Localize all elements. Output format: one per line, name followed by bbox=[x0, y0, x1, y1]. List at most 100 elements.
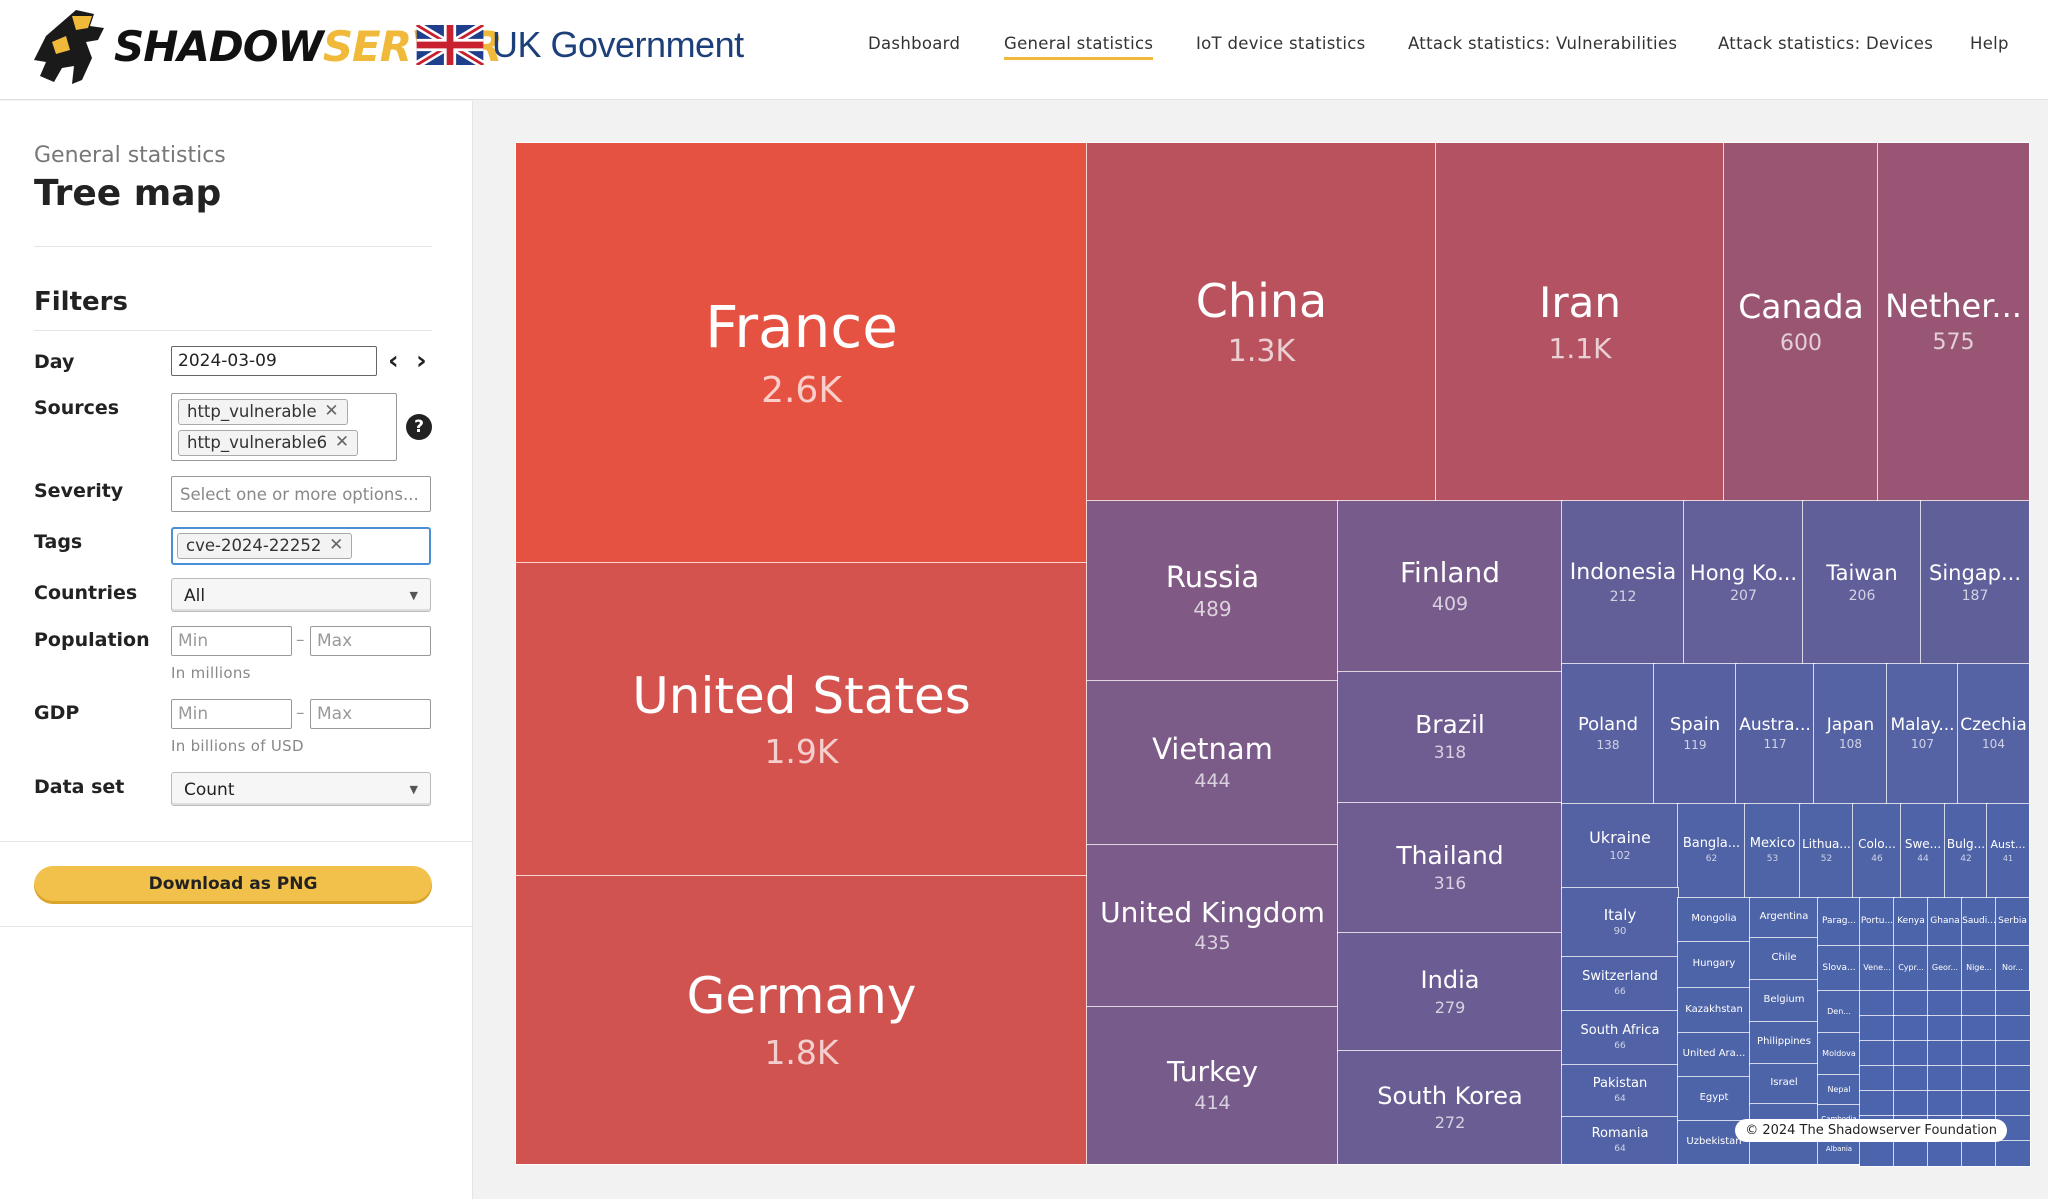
treemap-tile[interactable]: Czechia 104 bbox=[1957, 663, 2030, 805]
treemap-tile-small[interactable] bbox=[1893, 1065, 1929, 1092]
treemap-tile[interactable]: South Africa 66 bbox=[1561, 1010, 1679, 1066]
gdp-min-input[interactable]: Min bbox=[171, 699, 292, 729]
nav-help[interactable]: Help bbox=[1970, 34, 2009, 53]
download-png-button[interactable]: Download as PNG bbox=[34, 866, 432, 904]
nav-attack-devices[interactable]: Attack statistics: Devices bbox=[1718, 34, 1934, 53]
severity-select[interactable]: Select one or more options... bbox=[171, 476, 431, 512]
treemap-tile-small[interactable] bbox=[1927, 1140, 1963, 1167]
treemap-tile[interactable]: Portu... bbox=[1859, 897, 1895, 947]
treemap-tile[interactable]: Mexico 53 bbox=[1744, 803, 1801, 899]
treemap-tile[interactable]: Switzerland 66 bbox=[1561, 956, 1679, 1012]
gdp-max-input[interactable]: Max bbox=[310, 699, 431, 729]
treemap-tile[interactable]: Egypt bbox=[1677, 1076, 1751, 1122]
treemap-tile-small[interactable] bbox=[1893, 990, 1929, 1017]
remove-chip-icon[interactable]: ✕ bbox=[324, 401, 339, 421]
treemap-tile-small[interactable] bbox=[1859, 1090, 1895, 1117]
treemap-tile-small[interactable] bbox=[1961, 990, 1997, 1017]
treemap-tile-small[interactable] bbox=[1995, 1015, 2031, 1042]
treemap-tile[interactable]: Ukraine 102 bbox=[1561, 803, 1679, 889]
treemap-tile[interactable]: Geor... bbox=[1927, 945, 1963, 992]
treemap-tile[interactable]: Argentina bbox=[1749, 897, 1819, 939]
treemap-tile[interactable]: United Ara... bbox=[1677, 1032, 1751, 1078]
treemap-tile[interactable]: Malay... 107 bbox=[1886, 663, 1959, 805]
treemap-tile-small[interactable] bbox=[1961, 1140, 1997, 1167]
treemap-tile[interactable]: Israel bbox=[1749, 1063, 1819, 1105]
treemap-tile-small[interactable] bbox=[1995, 1065, 2031, 1092]
treemap-tile[interactable]: United States 1.9K bbox=[515, 562, 1088, 877]
treemap-tile[interactable]: Belgium bbox=[1749, 979, 1819, 1023]
treemap-tile[interactable]: Kenya bbox=[1893, 897, 1929, 947]
treemap-tile[interactable]: Vietnam 444 bbox=[1086, 680, 1339, 846]
treemap-tile[interactable]: Moldova bbox=[1817, 1032, 1861, 1076]
treemap-tile[interactable]: Philippines bbox=[1749, 1021, 1819, 1065]
treemap-tile[interactable]: Aust... 41 bbox=[1986, 803, 2030, 899]
help-icon[interactable]: ? bbox=[406, 414, 432, 440]
day-date-input[interactable]: 2024-03-09 bbox=[171, 346, 377, 376]
treemap-tile-small[interactable] bbox=[1893, 1140, 1929, 1167]
treemap-tile[interactable]: Iran 1.1K bbox=[1435, 142, 1725, 502]
treemap-tile-small[interactable] bbox=[1927, 1090, 1963, 1117]
treemap-tile-small[interactable] bbox=[1927, 1040, 1963, 1067]
treemap-tile[interactable]: Mongolia bbox=[1677, 897, 1751, 943]
treemap-tile-small[interactable] bbox=[1893, 1090, 1929, 1117]
treemap-tile[interactable]: Cypr... bbox=[1893, 945, 1929, 992]
treemap-tile[interactable]: Nor... bbox=[1995, 945, 2030, 992]
treemap-tile[interactable]: Bulg... 42 bbox=[1944, 803, 1988, 899]
treemap-tile[interactable]: Poland 138 bbox=[1561, 663, 1655, 805]
treemap-tile[interactable]: Japan 108 bbox=[1813, 663, 1888, 805]
nav-attack-vulnerabilities[interactable]: Attack statistics: Vulnerabilities bbox=[1408, 34, 1678, 53]
treemap-tile[interactable]: Slova... bbox=[1817, 945, 1861, 992]
dataset-dropdown[interactable]: Count ▼ bbox=[171, 772, 431, 806]
remove-chip-icon[interactable]: ✕ bbox=[334, 432, 350, 452]
treemap-tile[interactable]: Hungary bbox=[1677, 941, 1751, 989]
treemap-tile[interactable]: Swe... 44 bbox=[1900, 803, 1946, 899]
next-day-icon[interactable]: › bbox=[416, 346, 427, 376]
treemap-tile[interactable]: Finland 409 bbox=[1337, 500, 1563, 673]
treemap-tile[interactable]: Nether... 575 bbox=[1877, 142, 2030, 502]
treemap-tile-small[interactable] bbox=[1927, 990, 1963, 1017]
tags-multiselect[interactable]: cve-2024-22252 ✕ bbox=[171, 527, 431, 565]
treemap-tile[interactable]: Russia 489 bbox=[1086, 500, 1339, 682]
treemap-tile[interactable]: Saudi... bbox=[1961, 897, 1997, 947]
treemap-tile-small[interactable] bbox=[1961, 1090, 1997, 1117]
treemap-tile-small[interactable] bbox=[1893, 1015, 1929, 1042]
treemap-tile-small[interactable] bbox=[1859, 1040, 1895, 1067]
treemap-tile[interactable]: Canada 600 bbox=[1723, 142, 1879, 502]
treemap-tile[interactable]: Serbia bbox=[1995, 897, 2030, 947]
treemap-tile-small[interactable] bbox=[1961, 1065, 1997, 1092]
treemap-tile-small[interactable] bbox=[1961, 1015, 1997, 1042]
treemap-tile[interactable]: Indonesia 212 bbox=[1561, 500, 1685, 665]
treemap-tile[interactable]: Thailand 316 bbox=[1337, 802, 1563, 934]
treemap-tile[interactable]: Taiwan 206 bbox=[1802, 500, 1922, 665]
treemap-tile[interactable]: Chile bbox=[1749, 937, 1819, 981]
treemap-tile[interactable]: Nepal bbox=[1817, 1074, 1861, 1106]
countries-dropdown[interactable]: All ▼ bbox=[171, 578, 431, 612]
nav-iot-device-statistics[interactable]: IoT device statistics bbox=[1196, 34, 1366, 53]
treemap-tile[interactable]: India 279 bbox=[1337, 932, 1563, 1052]
treemap-tile[interactable]: Lithua... 52 bbox=[1799, 803, 1854, 899]
treemap-tile[interactable]: South Korea 272 bbox=[1337, 1050, 1563, 1165]
treemap-tile[interactable]: Germany 1.8K bbox=[515, 875, 1088, 1165]
treemap-tile[interactable]: Nige... bbox=[1961, 945, 1997, 992]
treemap-tile-small[interactable] bbox=[1859, 1065, 1895, 1092]
treemap-tile[interactable]: China 1.3K bbox=[1086, 142, 1437, 502]
treemap-tile[interactable]: Brazil 318 bbox=[1337, 671, 1563, 804]
treemap-tile[interactable]: United Kingdom 435 bbox=[1086, 844, 1339, 1008]
treemap-tile[interactable]: Colo... 46 bbox=[1852, 803, 1902, 899]
previous-day-icon[interactable]: ‹ bbox=[388, 346, 399, 376]
sources-multiselect[interactable]: http_vulnerable ✕ http_vulnerable6 ✕ bbox=[171, 393, 397, 461]
treemap-tile-small[interactable] bbox=[1859, 990, 1895, 1017]
treemap-tile[interactable]: Den... bbox=[1817, 990, 1861, 1034]
treemap-tile-small[interactable] bbox=[1995, 990, 2031, 1017]
treemap-tile[interactable]: Vene... bbox=[1859, 945, 1895, 992]
treemap-tile-small[interactable] bbox=[1893, 1040, 1929, 1067]
treemap-tile-small[interactable] bbox=[1995, 1090, 2031, 1117]
treemap-tile[interactable]: Spain 119 bbox=[1653, 663, 1737, 805]
treemap-tile-small[interactable] bbox=[1859, 1140, 1895, 1167]
nav-general-statistics[interactable]: General statistics bbox=[1004, 34, 1154, 60]
population-max-input[interactable]: Max bbox=[310, 626, 431, 656]
treemap-tile[interactable]: Bangla... 62 bbox=[1677, 803, 1746, 899]
treemap-tile[interactable]: Romania 64 bbox=[1561, 1116, 1679, 1165]
treemap-tile-small[interactable] bbox=[1859, 1015, 1895, 1042]
treemap-tile-small[interactable] bbox=[1961, 1040, 1997, 1067]
